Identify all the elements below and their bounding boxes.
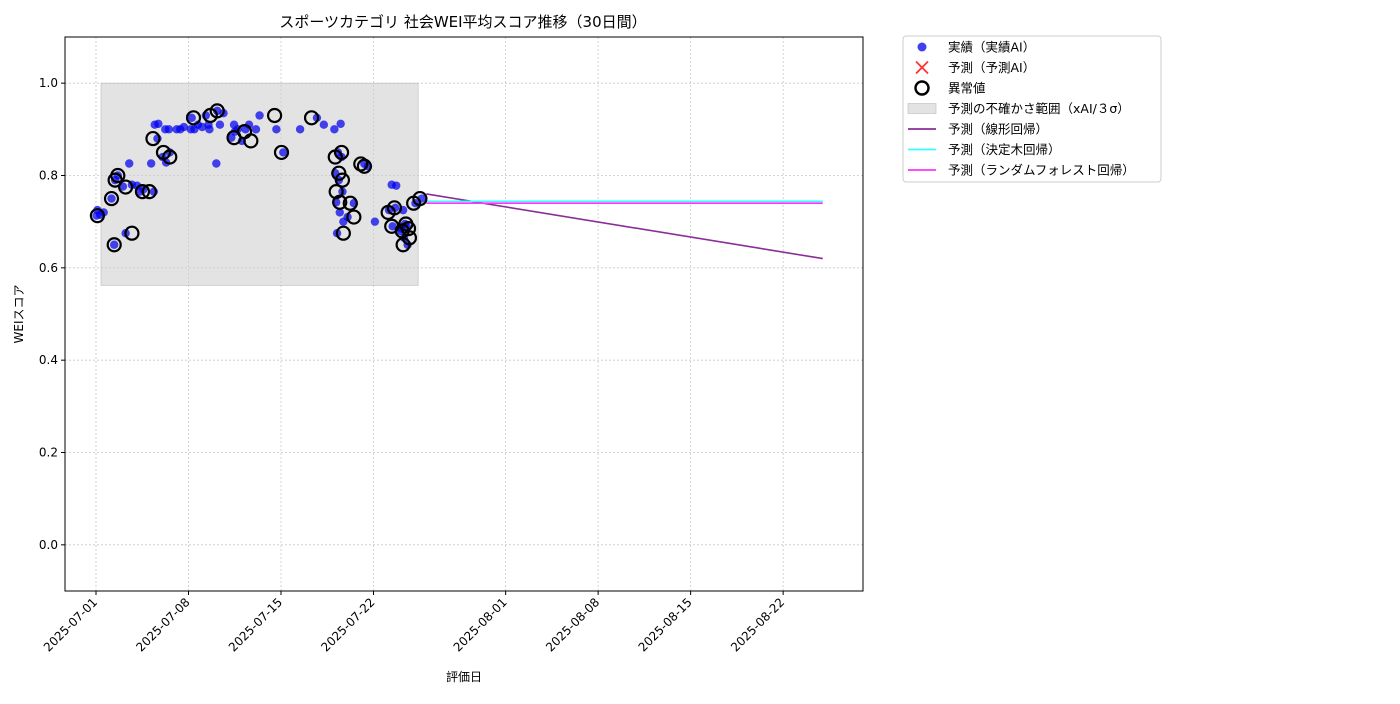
actual-point [146, 159, 156, 168]
anomaly-marker [106, 237, 122, 253]
anomaly-marker [273, 144, 290, 161]
actual-point [392, 181, 401, 190]
anomaly-marker [185, 110, 202, 126]
actual-point [319, 120, 329, 129]
y-tick-label: 0.6 [39, 261, 58, 275]
legend-swatch-actual [917, 42, 927, 52]
anomaly-marker [134, 184, 151, 200]
anomaly-marker [327, 149, 343, 165]
actual-point [330, 125, 339, 134]
actual-point [205, 125, 214, 134]
anomaly-marker [89, 208, 106, 224]
anomaly-marker [141, 184, 157, 200]
anomaly-marker [395, 237, 411, 253]
legend-frame [902, 35, 1162, 183]
legend-label: 予測の不確かさ範囲（xAI/３σ） [948, 101, 1130, 116]
actual-point [335, 208, 344, 217]
chart-title: スポーツカテゴリ 社会WEI平均スコア推移（30日間） [279, 13, 646, 31]
anomaly-marker [236, 124, 253, 140]
anomaly-marker [380, 204, 396, 221]
actual-point [164, 125, 174, 134]
x-tick-label: 2025-08-15 [636, 595, 695, 654]
y-axis-ticks: 0.0 0.2 0.4 0.6 0.8 1.0 [39, 76, 65, 552]
x-tick-label: 2025-07-22 [318, 595, 377, 654]
legend-swatch-anomaly [914, 80, 930, 96]
anomaly-marker [118, 179, 134, 195]
actual-point [198, 122, 207, 132]
anomaly-marker [398, 216, 414, 232]
legend-label: 異常値 [948, 81, 986, 96]
x-tick-label: 2025-08-01 [451, 595, 510, 654]
actual-point [132, 181, 142, 190]
y-tick-label: 1.0 [39, 76, 58, 90]
x-tick-label: 2025-08-08 [543, 595, 602, 654]
y-tick-label: 0.4 [39, 353, 58, 367]
anomaly-marker [145, 130, 161, 147]
anomaly-marker [332, 194, 348, 210]
anomaly-marker [342, 195, 358, 211]
x-tick-label: 2025-07-01 [41, 595, 100, 654]
anomaly-marker [266, 107, 283, 124]
anomaly-marker [335, 225, 351, 241]
y-tick-label: 0.2 [39, 446, 58, 460]
legend-label: 予測（決定木回帰） [948, 142, 1061, 157]
actual-point [179, 122, 189, 132]
anomaly-marker [124, 225, 140, 241]
actual-point [251, 125, 261, 134]
legend-label: 予測（ランダムフォレスト回帰） [948, 163, 1135, 178]
legend-swatch-forecast-ai [915, 60, 929, 75]
actual-point [154, 119, 163, 128]
y-tick-label: 0.0 [39, 538, 58, 552]
x-axis-label: 評価日 [446, 669, 482, 684]
anomaly-marker [346, 209, 362, 225]
actual-point [244, 120, 254, 129]
actual-point [215, 120, 225, 129]
actual-point [110, 240, 119, 249]
x-axis-ticks: 2025-07-01 2025-07-08 2025-07-15 2025-07-22… [41, 591, 787, 654]
y-axis-label: WEIスコア [12, 285, 26, 344]
plot-frame [64, 36, 864, 592]
anomaly-layer [89, 103, 428, 253]
actual-point [370, 217, 380, 226]
actual-point [295, 125, 305, 134]
actual-point [279, 148, 288, 157]
y-tick-label: 0.8 [39, 169, 58, 183]
anomaly-marker [406, 195, 422, 211]
forecast-line-linear [426, 193, 823, 260]
legend-label: 実績（実績AI） [948, 40, 1035, 55]
anomaly-marker [209, 103, 225, 119]
legend-label: 予測（線形回帰） [948, 122, 1048, 137]
anomaly-marker [107, 172, 123, 188]
anomaly-marker [334, 172, 351, 188]
actual-point [107, 194, 116, 203]
actual-point [312, 113, 322, 122]
actual-point [125, 159, 134, 168]
x-tick-label: 2025-07-08 [133, 595, 192, 654]
anomaly-marker [155, 144, 172, 161]
legend-x-stroke [915, 60, 929, 75]
anomaly-marker [103, 190, 120, 207]
actual-point [187, 113, 196, 122]
anomaly-marker [356, 158, 372, 174]
actual-point [336, 119, 345, 128]
x-tick-label: 2025-07-15 [226, 595, 285, 654]
series-layer [426, 193, 823, 260]
legend-label: 予測（予測AI） [948, 60, 1035, 75]
actual-point [255, 111, 264, 120]
legend-swatch-uncertainty [907, 103, 937, 114]
actual-point [272, 125, 281, 134]
anomaly-marker [303, 110, 320, 126]
x-tick-label: 2025-08-22 [728, 595, 787, 654]
actual-point [388, 222, 397, 231]
actual-point [212, 159, 221, 168]
